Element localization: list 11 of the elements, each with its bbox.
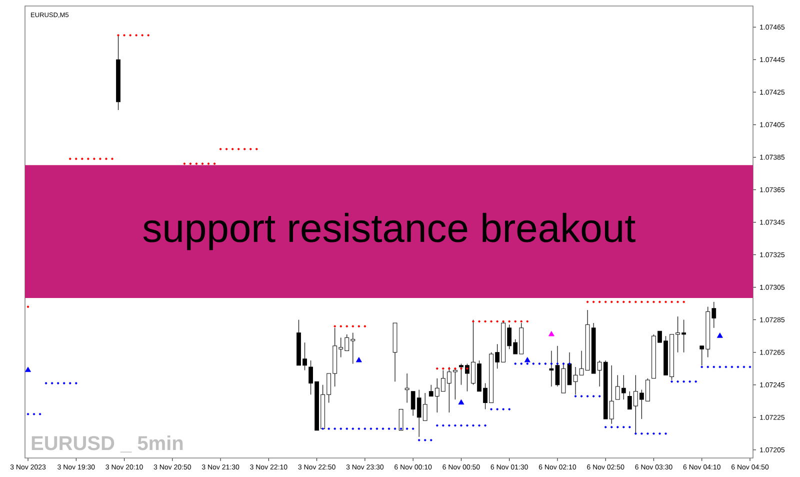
- point: [25, 366, 31, 372]
- point: [524, 357, 530, 362]
- candlestick: [404, 373, 410, 404]
- point: [716, 332, 723, 338]
- candlestick: [392, 322, 398, 382]
- point: [458, 399, 464, 405]
- candlestick: [398, 408, 404, 431]
- point: [548, 331, 554, 336]
- annotation: EURUSD _ 5min: [32, 436, 183, 452]
- text: support resistance breakout: [143, 212, 636, 250]
- point: [356, 357, 362, 362]
